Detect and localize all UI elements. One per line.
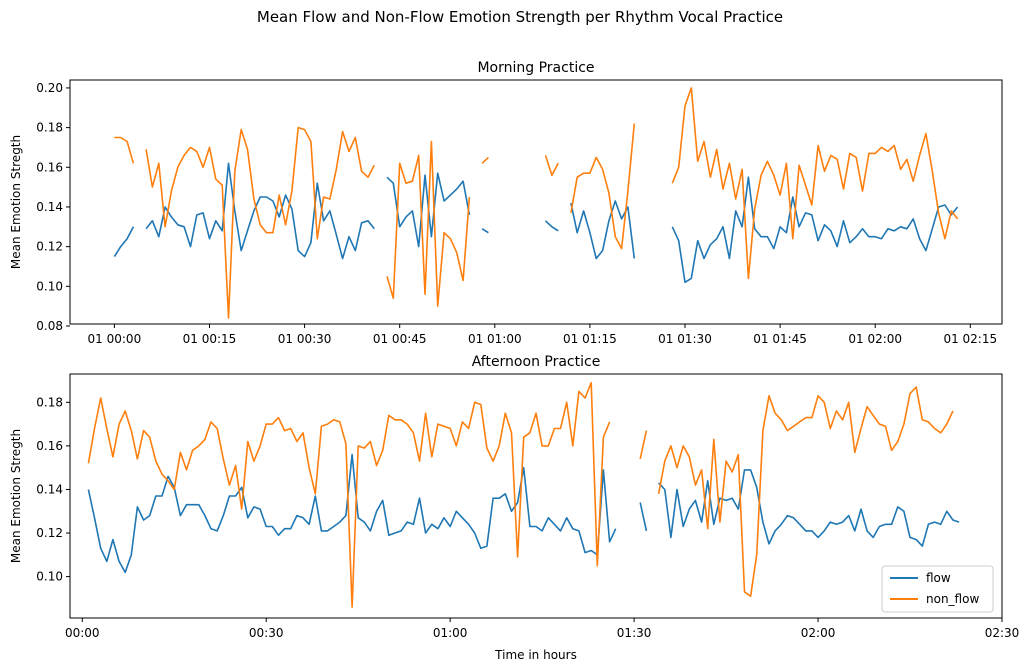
legend-label-non-flow: non_flow (926, 592, 979, 606)
x-tick-label: 01 02:15 (943, 332, 997, 346)
y-tick-label: 0.12 (36, 240, 63, 254)
series-line-flow (671, 176, 959, 284)
x-axis-label: Time in hours (494, 648, 577, 662)
x-tick-label: 01 02:00 (848, 332, 902, 346)
series-line-flow (570, 200, 636, 260)
panel-morning: Morning Practice Mean Emotion Stregth 0.… (9, 60, 1003, 346)
series-line-non-flow (114, 136, 135, 164)
series-line-non-flow (544, 155, 559, 176)
x-tick-label: 01 01:45 (753, 332, 807, 346)
y-tick-label: 0.18 (36, 121, 63, 135)
panel-title-afternoon: Afternoon Practice (472, 354, 601, 370)
y-tick-label: 0.14 (36, 200, 63, 214)
x-tick-label: 01 00:00 (88, 332, 142, 346)
panel-afternoon: Afternoon Practice Mean Emotion Stregth … (9, 354, 1019, 662)
x-tick-label: 01 01:15 (563, 332, 617, 346)
x-tick-label: 01 00:30 (278, 332, 332, 346)
series-line-flow (481, 228, 489, 234)
x-tick-label: 01:00 (433, 626, 468, 640)
y-tick-label: 0.10 (36, 570, 63, 584)
x-tick-label: 02:30 (985, 626, 1020, 640)
y-tick-label: 0.10 (36, 279, 63, 293)
legend: flow non_flow (881, 565, 994, 613)
series-line-flow (544, 220, 559, 232)
series-line-flow (639, 502, 648, 532)
series-line-flow (145, 162, 375, 260)
legend-label-flow: flow (926, 571, 951, 585)
axes-frame (69, 373, 1003, 619)
x-tick-label: 01 00:15 (183, 332, 237, 346)
y-tick-label: 0.08 (36, 319, 63, 333)
y-tick-label: 0.20 (36, 81, 63, 95)
plot-area-morning: 0.08 0.10 0.12 0.14 0.16 0.18 0.20 01 00:00 01 0… (36, 79, 1003, 346)
y-axis-label-morning: Mean Emotion Stregth (9, 135, 23, 269)
x-tick-label: 00:00 (65, 626, 100, 640)
y-tick-label: 0.16 (36, 160, 63, 174)
y-tick-label: 0.16 (36, 439, 63, 453)
series-line-flow (87, 453, 617, 574)
series-line-non-flow (386, 140, 471, 307)
y-tick-label: 0.14 (36, 482, 63, 496)
x-tick-label: 01:30 (617, 626, 652, 640)
series-line-non-flow (481, 156, 489, 164)
y-tick-label: 0.12 (36, 526, 63, 540)
x-tick-label: 01 00:45 (373, 332, 427, 346)
x-tick-label: 01 01:30 (658, 332, 712, 346)
x-tick-label: 01 01:00 (468, 332, 522, 346)
x-tick-label: 02:00 (801, 626, 836, 640)
plot-area-afternoon: 0.10 0.12 0.14 0.16 0.18 00:00 00:30 01:00 01:30… (36, 373, 1020, 640)
series-line-non-flow (671, 87, 959, 280)
y-tick-label: 0.18 (36, 395, 63, 409)
x-tick-label: 00:30 (249, 626, 284, 640)
series-line-non-flow (87, 381, 611, 608)
figure-suptitle: Mean Flow and Non-Flow Emotion Strength … (257, 8, 783, 26)
series-line-flow (658, 469, 960, 547)
series-line-non-flow (570, 123, 636, 250)
y-axis-label-afternoon: Mean Emotion Stregth (9, 429, 23, 563)
series-line-non-flow (657, 386, 954, 598)
series-line-flow (113, 226, 135, 258)
axes-frame (69, 79, 1003, 325)
series-line-non-flow (639, 430, 648, 460)
panel-title-morning: Morning Practice (477, 60, 594, 76)
series-line-non-flow (145, 126, 376, 319)
